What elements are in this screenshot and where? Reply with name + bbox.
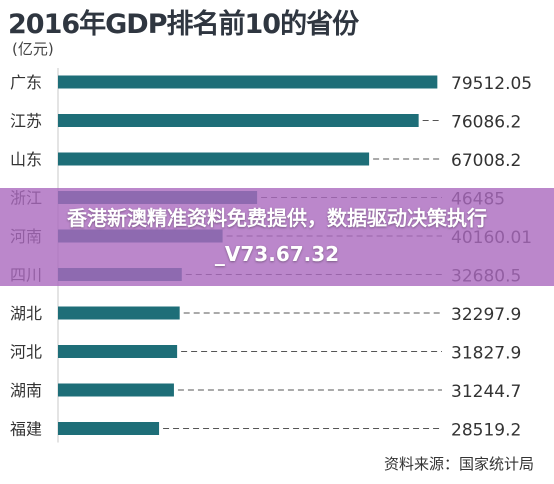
watermark-banner — [0, 188, 554, 286]
category-label: 广东 — [10, 73, 42, 92]
category-label: 湖北 — [10, 304, 42, 323]
value-label: 31244.7 — [451, 382, 521, 402]
unit-label: (亿元) — [12, 40, 54, 58]
category-label: 山东 — [10, 150, 42, 169]
value-label: 31827.9 — [451, 344, 521, 364]
value-label: 32297.9 — [451, 305, 521, 325]
chart-title: 2016年GDP排名前10的省份 — [8, 9, 359, 40]
bar — [58, 345, 178, 358]
bar — [58, 152, 370, 166]
category-label: 江苏 — [10, 112, 42, 131]
category-label: 福建 — [10, 420, 42, 439]
category-label: 河北 — [10, 343, 42, 362]
category-label: 湖南 — [10, 381, 42, 400]
value-label: 28519.2 — [451, 421, 521, 441]
bar — [58, 422, 160, 435]
source-note: 资料来源：国家统计局 — [383, 455, 534, 473]
value-label: 76086.2 — [451, 113, 521, 133]
bar — [58, 306, 180, 320]
bar — [58, 114, 419, 127]
value-label: 67008.2 — [451, 151, 521, 171]
watermark-banner-text: 香港新澳精准资料免费提供，数据驱动决策执行_V73.67.32 — [67, 206, 487, 266]
bar — [58, 383, 174, 397]
value-label: 79512.05 — [451, 74, 532, 94]
bar — [58, 75, 438, 89]
